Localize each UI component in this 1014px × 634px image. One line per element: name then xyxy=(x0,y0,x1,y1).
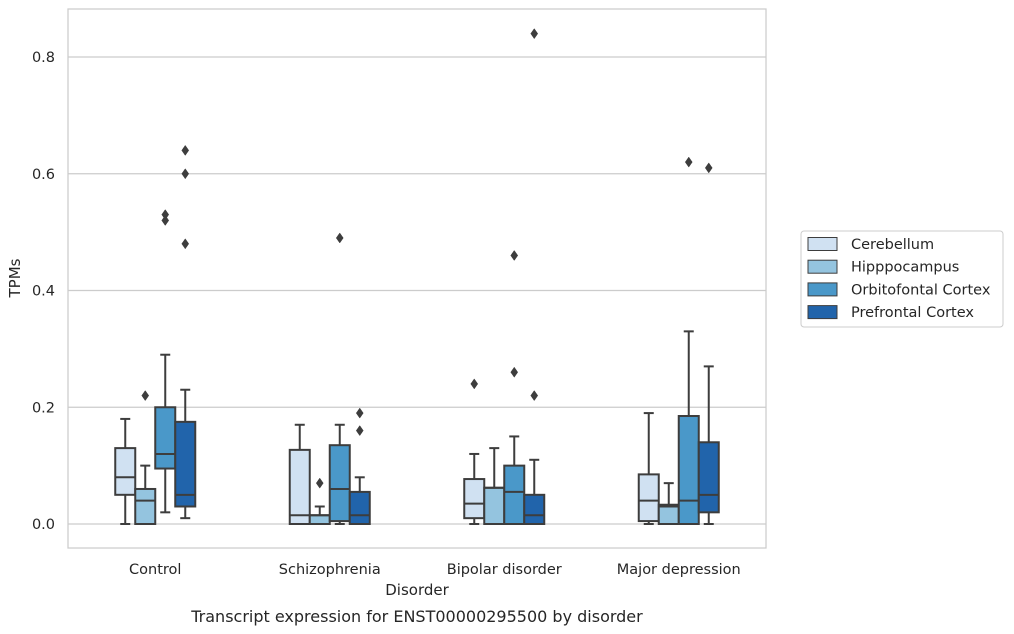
x-tick-label: Schizophrenia xyxy=(279,562,381,578)
box-3-2 xyxy=(523,28,546,525)
y-tick-label: 0.6 xyxy=(32,167,55,183)
legend-label: Orbitofontal Cortex xyxy=(851,282,991,298)
box-1-3 xyxy=(657,482,680,525)
plot-frame xyxy=(67,8,767,549)
outlier-point xyxy=(161,209,170,221)
outlier-point xyxy=(335,232,344,244)
box-2-1 xyxy=(328,232,351,525)
outlier-point xyxy=(470,378,479,390)
box-2-0 xyxy=(154,209,177,514)
outlier-point xyxy=(181,144,190,156)
y-tick-label: 0.4 xyxy=(32,284,55,300)
box-body xyxy=(523,493,546,525)
x-axis-label: Disorder xyxy=(385,581,449,599)
box-0-2 xyxy=(463,378,486,525)
box-2-3 xyxy=(677,156,700,526)
box-1-2 xyxy=(483,447,506,525)
x-tick-label: Control xyxy=(129,562,181,578)
box-3-3 xyxy=(697,162,720,525)
outlier-point xyxy=(530,28,539,40)
legend-label: Prefrontal Cortex xyxy=(851,305,974,321)
y-tick-label: 0.8 xyxy=(32,50,55,66)
outlier-point xyxy=(510,366,519,378)
outlier-point xyxy=(684,156,693,168)
x-tick-label: Bipolar disorder xyxy=(447,562,562,578)
box-body xyxy=(174,420,197,508)
x-tick-label: Major depression xyxy=(617,562,741,578)
box-body xyxy=(154,406,177,470)
outlier-point xyxy=(510,250,519,261)
legend-swatch xyxy=(807,237,838,251)
legend-swatch xyxy=(807,259,838,274)
box-body xyxy=(657,503,680,525)
outlier-point xyxy=(181,168,190,180)
box-body xyxy=(134,487,157,526)
box-plots xyxy=(114,28,720,526)
legend-swatch xyxy=(807,282,838,297)
legend: Cerebellum Hipppocampus Orbitofontal Corte… xyxy=(800,230,1004,328)
box-2-2 xyxy=(503,250,526,525)
box-body xyxy=(677,415,700,526)
box-3-0 xyxy=(174,144,197,520)
outlier-point xyxy=(315,477,324,489)
outlier-point xyxy=(181,238,190,250)
y-tick-label: 0.2 xyxy=(32,400,55,416)
box-body xyxy=(328,444,351,523)
legend-swatch xyxy=(807,305,838,320)
y-tick-label: 0.0 xyxy=(32,517,55,533)
figure-caption: Transcript expression for ENST0000029550… xyxy=(190,607,643,626)
outlier-point xyxy=(355,425,364,437)
box-0-3 xyxy=(637,412,660,525)
outlier-point xyxy=(141,390,150,402)
x-tick-labels: Control Schizophrenia Bipolar disorder Majo… xyxy=(129,562,741,578)
box-1-0 xyxy=(134,390,157,526)
legend-label: Cerebellum xyxy=(851,237,934,253)
box-3-1 xyxy=(348,407,371,525)
box-body xyxy=(483,486,506,525)
y-tick-labels: 0.0 0.2 0.4 0.6 0.8 xyxy=(32,50,55,533)
box-1-1 xyxy=(308,477,331,526)
box-body xyxy=(348,490,371,525)
legend-frame xyxy=(800,230,1004,328)
outlier-point xyxy=(530,390,539,402)
box-0-0 xyxy=(114,417,137,525)
box-body xyxy=(637,473,660,523)
outlier-point xyxy=(161,215,170,226)
y-axis-label: TPMs xyxy=(6,258,24,298)
box-0-1 xyxy=(288,423,311,525)
box-body xyxy=(463,478,486,520)
box-body xyxy=(697,441,720,514)
outlier-point xyxy=(704,162,713,174)
box-body xyxy=(308,514,331,526)
outlier-point xyxy=(355,407,364,419)
box-body xyxy=(114,447,137,496)
legend-label: Hipppocampus xyxy=(851,260,959,276)
box-body xyxy=(288,448,311,525)
box-body xyxy=(503,464,526,525)
